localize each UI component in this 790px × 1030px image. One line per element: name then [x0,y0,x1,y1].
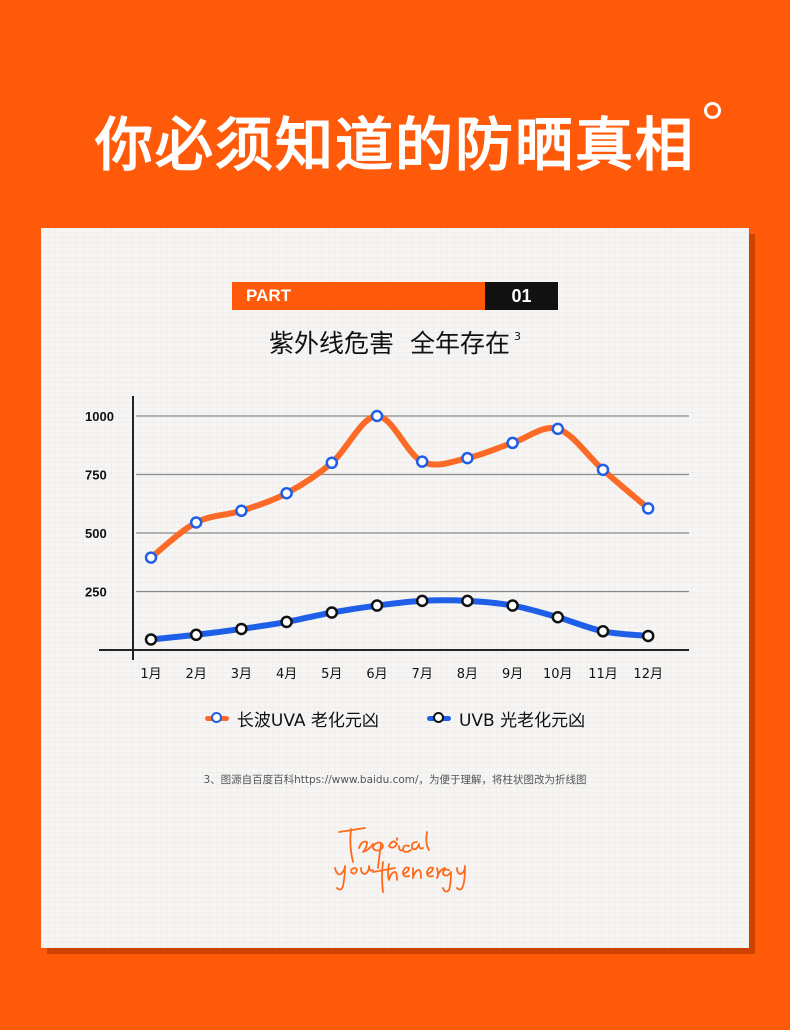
x-tick-label: 4月 [276,667,297,682]
chart-title-text: 紫外线危害 全年存在 [269,329,510,358]
x-tick-label: 10月 [543,667,573,682]
x-tick-label: 7月 [412,667,433,682]
data-point-uvb [370,599,384,612]
data-point-uva [461,451,474,465]
series-line-uvb [148,597,652,643]
data-point-uva [189,516,203,529]
x-tick-label: 8月 [457,667,478,682]
data-point-uva [551,422,565,436]
footnote-ref: 3 [513,330,521,343]
data-point-uvb [596,625,610,638]
data-point-uva [641,502,655,515]
data-point-uvb [551,610,565,624]
data-point-uva [144,551,158,564]
data-point-uvb [235,622,248,636]
legend-uvb-label: UVB 光老化元凶 [458,711,586,731]
page-title-text: 你必须知道的防晒真相 [94,111,695,179]
legend-uva-swatch [204,712,229,723]
legend-uvb-swatch [426,712,451,723]
y-tick-label: 750 [85,468,107,483]
data-point-uvb [280,615,293,629]
data-point-uva [506,436,519,450]
part-banner: PART 01 [232,282,558,310]
legend-uvb-marker [432,712,444,723]
legend-item-uvb: UVB 光老化元凶 [426,706,586,731]
series-line-uva [148,412,652,561]
part-label: PART [232,282,485,310]
data-point-uvb [641,629,655,643]
x-tick-label: 11月 [588,667,618,682]
page-title: 你必须知道的防晒真相 [0,98,790,182]
data-point-uvb [144,633,158,646]
data-point-uvb [506,599,519,612]
legend-uva-label: 长波UVA 老化元凶 [236,711,379,731]
line-chart: 250 500 750 1000 1月 2月 3月 4月 5月 6月 7月 8月 9月 10月 11月 12月 [85,396,689,682]
chart-title: 紫外线危害 全年存在 3 [41,324,749,360]
x-tick-label: 1月 [140,667,161,682]
legend-item-uva: 长波UVA 老化元凶 [204,706,379,731]
part-number: 01 [485,282,558,310]
data-point-uva [596,463,610,477]
data-point-uva [235,504,248,518]
data-point-uvb [461,594,474,608]
data-point-uvb [325,606,339,619]
y-tick-label: 500 [85,526,107,541]
x-tick-label: 9月 [502,667,523,682]
chart-card: PART 01 紫外线危害 全年存在 3 250 500 750 1000 1月 2月 3月 4… [41,228,749,948]
legend-uva-marker [210,712,222,723]
data-point-uvb [189,628,203,642]
y-tick-label: 250 [85,585,107,600]
tropical-signature-logo [334,827,466,893]
x-tick-label: 6月 [366,667,387,682]
x-tick-label: 3月 [231,667,252,682]
y-tick-label: 1000 [85,409,114,424]
data-point-uva [415,455,429,468]
data-point-uva [325,456,339,470]
chart-legend: 长波UVA 老化元凶 UVB 光老化元凶 [41,706,749,731]
degree-icon [704,102,721,119]
x-tick-label: 2月 [186,667,207,682]
footnote: 3、图源自百度百科https://www.baidu.com/，为便于理解，将柱… [203,774,587,786]
x-tick-label: 5月 [321,667,342,682]
data-point-uvb [415,594,429,608]
data-point-uva [280,486,293,500]
x-tick-label: 12月 [633,667,663,682]
data-point-uva [370,409,384,423]
